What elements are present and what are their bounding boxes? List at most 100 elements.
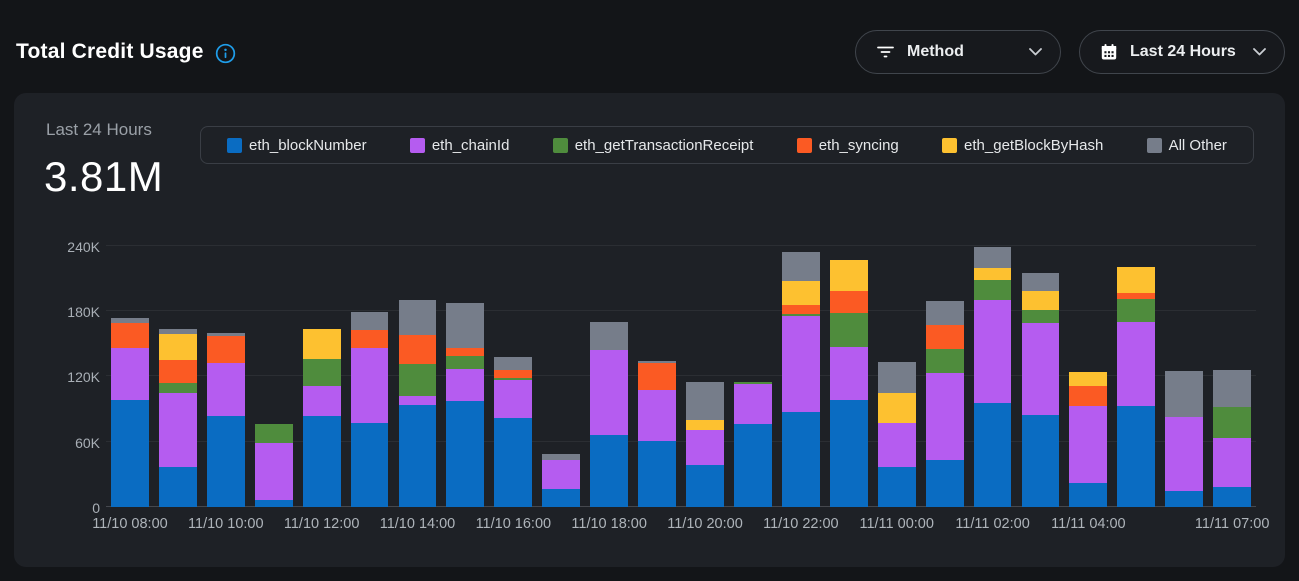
x-tick-label: 11/10 14:00: [379, 516, 456, 532]
filter-icon: [876, 43, 895, 61]
bar-segment-eth_syncing: [111, 323, 149, 349]
bar-segment-All-Other: [1213, 369, 1252, 407]
chevron-down-icon: [1253, 48, 1266, 56]
bar-segment-eth_blockNumber: [254, 500, 293, 507]
stacked-bar-10[interactable]: [590, 322, 629, 507]
bar-slot: [489, 235, 537, 507]
bar-segment-All-Other: [111, 317, 149, 324]
bar-segment-All-Other: [542, 453, 581, 461]
legend-item-eth_syncing[interactable]: eth_syncing: [796, 136, 899, 154]
bar-segment-All-Other: [686, 381, 724, 420]
stacked-bar-16[interactable]: [877, 362, 916, 507]
x-slot: 11/11 02:00: [955, 507, 1029, 537]
stacked-bar-12[interactable]: [686, 381, 724, 507]
bar-segment-eth_blockNumber: [734, 424, 772, 507]
legend-item-eth_blockNumber[interactable]: eth_blockNumber: [227, 137, 367, 154]
bar-segment-eth_blockNumber: [686, 464, 724, 507]
x-tick-label: 11/10 20:00: [667, 516, 743, 532]
bar-slot: [394, 235, 442, 507]
bar-segment-eth_chainId: [206, 363, 245, 416]
time-range-dropdown-label: Last 24 Hours: [1130, 43, 1236, 60]
stacked-bar-6[interactable]: [398, 300, 437, 507]
bar-slot: [202, 235, 250, 507]
stacked-bar-8[interactable]: [494, 356, 533, 507]
bar-segment-eth_getTransactionReceipt: [1213, 406, 1252, 439]
stacked-bar-7[interactable]: [446, 302, 485, 507]
page-title: Total Credit Usage: [16, 40, 204, 63]
stacked-bar-5[interactable]: [350, 312, 389, 507]
legend-swatch: [1146, 137, 1162, 153]
bar-segment-eth_getTransactionReceipt: [1021, 310, 1060, 324]
stacked-bar-17[interactable]: [925, 301, 964, 507]
y-tick-label: 60K: [75, 434, 100, 451]
legend-swatch: [227, 137, 242, 153]
stacked-bar-1[interactable]: [158, 328, 197, 507]
y-tick-label: 0: [92, 500, 100, 516]
gridline-120K: [106, 375, 1256, 377]
stacked-bar-2[interactable]: [206, 332, 245, 507]
bar-segment-eth_getTransactionReceipt: [158, 383, 197, 393]
bar-segment-eth_syncing: [206, 336, 245, 364]
bar-segment-eth_syncing: [494, 369, 533, 378]
legend-item-eth_getTransactionReceipt[interactable]: eth_getTransactionReceipt: [552, 137, 753, 154]
stacked-bar-3[interactable]: [254, 424, 293, 507]
stacked-bar-11[interactable]: [638, 361, 677, 507]
legend-item-eth_chainId[interactable]: eth_chainId: [409, 137, 509, 154]
time-range-dropdown[interactable]: Last 24 Hours: [1079, 30, 1285, 74]
legend-item-eth_getBlockByHash[interactable]: eth_getBlockByHash: [942, 137, 1103, 154]
bar-segment-eth_blockNumber: [1117, 405, 1156, 507]
stacked-bar-18[interactable]: [973, 247, 1012, 507]
stacked-bar-15[interactable]: [829, 260, 868, 507]
stacked-bar-chart: 0 60K 120K 180K 240K 11/10 08:00 11/10 10:00 1…: [67, 235, 1269, 537]
x-slot: [1112, 507, 1160, 537]
legend-label: eth_getBlockByHash: [964, 136, 1104, 154]
x-slot: 11/11 00:00: [859, 507, 933, 537]
bar-segment-eth_chainId: [1021, 323, 1060, 415]
bar-segment-All-Other: [350, 312, 389, 330]
bar-segment-eth_getTransactionReceipt: [446, 355, 485, 369]
bar-segment-eth_syncing: [398, 335, 437, 365]
bar-segment-eth_chainId: [1165, 416, 1204, 491]
x-slot: 11/10 12:00: [284, 507, 360, 537]
bar-segment-eth_getBlockByHash: [1021, 290, 1060, 311]
bar-segment-eth_chainId: [638, 389, 677, 441]
info-icon[interactable]: [214, 42, 237, 65]
stacked-bar-20[interactable]: [1069, 372, 1108, 507]
stacked-bar-14[interactable]: [781, 252, 820, 507]
bar-segment-eth_blockNumber: [302, 415, 341, 507]
bar-slot: [298, 235, 346, 507]
bar-segment-All-Other: [446, 302, 485, 349]
legend-label: eth_syncing: [818, 136, 899, 154]
bar-slot: [825, 235, 873, 507]
stacked-bar-21[interactable]: [1117, 266, 1156, 507]
legend-item-All-Other[interactable]: All Other: [1146, 137, 1227, 154]
stacked-bar-22[interactable]: [1165, 371, 1204, 507]
bar-segment-eth_blockNumber: [350, 423, 389, 507]
bar-slot: [154, 235, 202, 507]
bar-segment-eth_chainId: [877, 423, 916, 467]
method-filter-dropdown[interactable]: Method: [855, 30, 1061, 74]
bar-segment-All-Other: [638, 361, 677, 364]
legend-swatch: [409, 137, 425, 153]
bar-segment-eth_chainId: [494, 379, 533, 418]
bar-segment-eth_syncing: [158, 360, 197, 383]
bar-slot: [681, 235, 729, 507]
bar-segment-eth_blockNumber: [494, 417, 533, 507]
bar-segment-eth_getBlockByHash: [877, 392, 916, 424]
bar-segment-eth_chainId: [973, 300, 1012, 403]
stacked-bar-9[interactable]: [542, 453, 581, 507]
stacked-bar-23[interactable]: [1213, 369, 1252, 507]
bar-segment-eth_syncing: [350, 329, 389, 349]
bar-segment-eth_chainId: [542, 460, 581, 489]
x-slot: 11/11 07:00: [1195, 507, 1269, 537]
bar-segment-eth_syncing: [638, 363, 677, 390]
stacked-bar-19[interactable]: [1021, 273, 1060, 507]
chart-card: Last 24 Hours 3.81M eth_blockNumber eth_c…: [14, 93, 1285, 567]
stacked-bar-13[interactable]: [734, 381, 772, 507]
bar-segment-All-Other: [494, 356, 533, 370]
stacked-bar-0[interactable]: [111, 317, 149, 507]
stacked-bar-4[interactable]: [302, 328, 341, 507]
bar-segment-eth_blockNumber: [829, 400, 868, 507]
bar-segment-eth_getBlockByHash: [781, 280, 820, 305]
bar-segment-eth_blockNumber: [542, 488, 581, 507]
